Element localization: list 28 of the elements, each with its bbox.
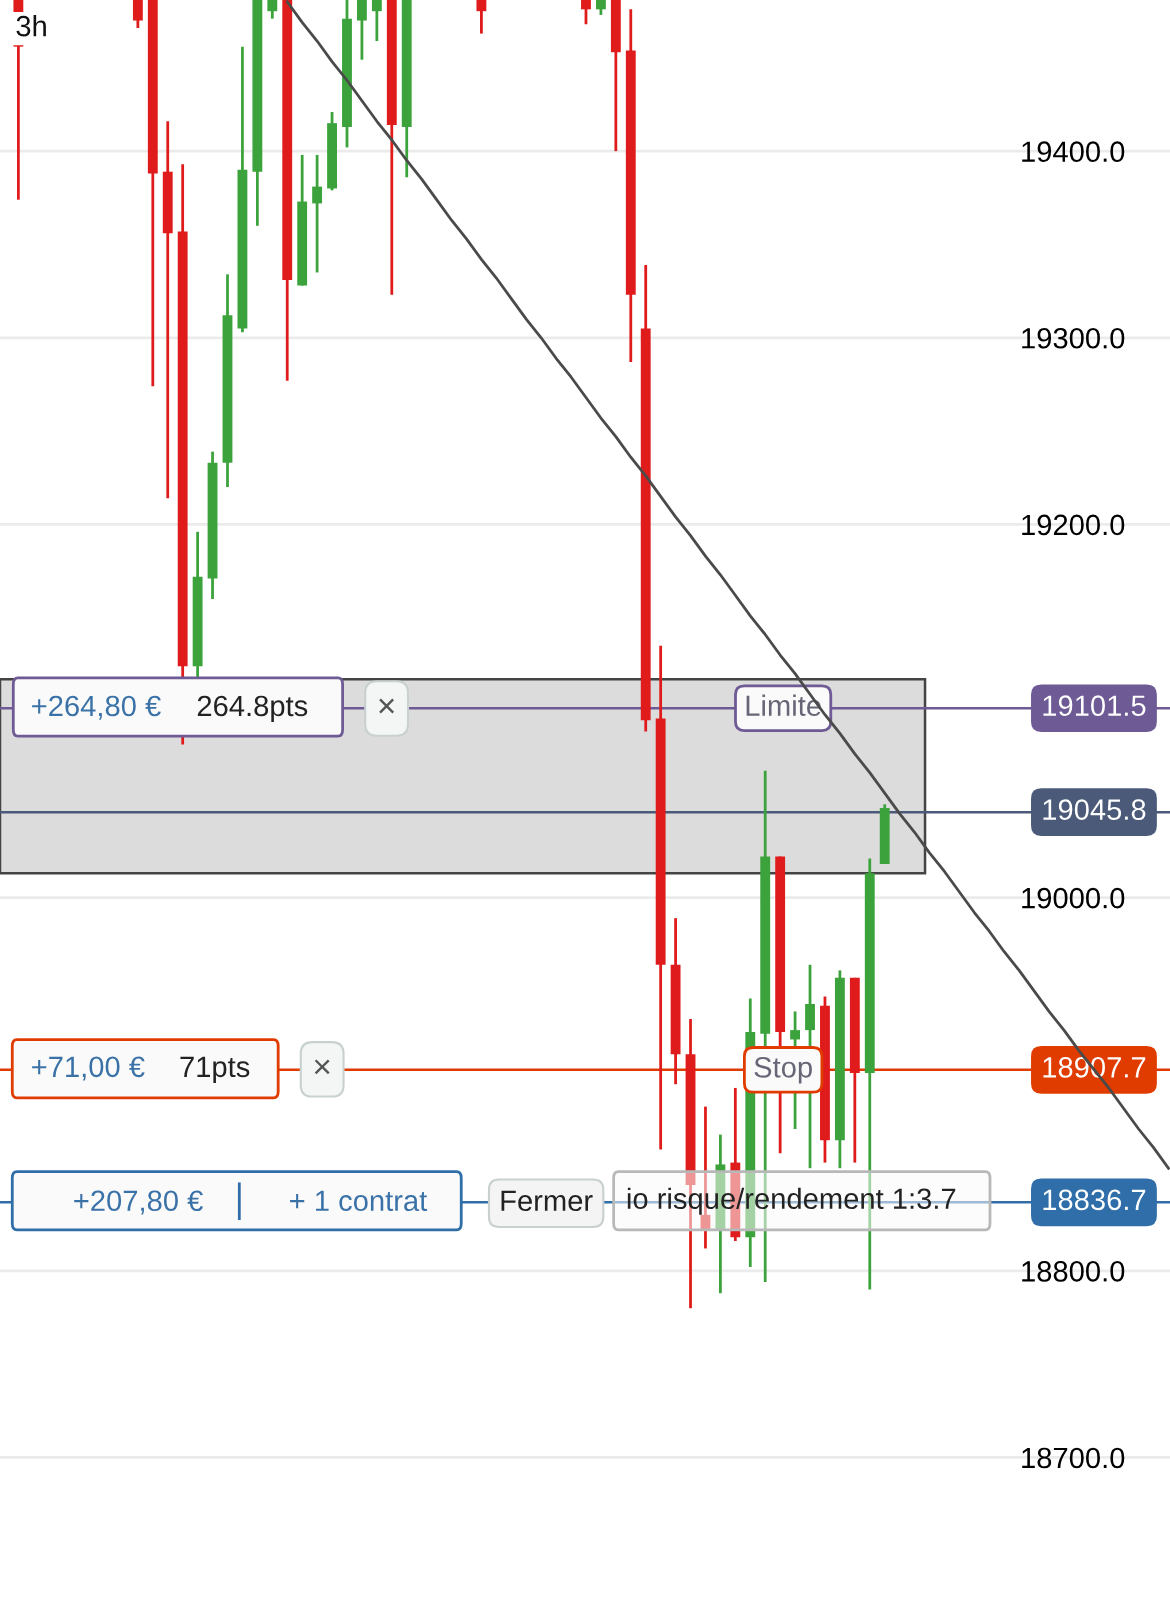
annotation: +264,80 €	[32, 695, 161, 720]
candlestick	[132, 0, 143, 30]
annotation: + 1 contrat	[290, 1190, 428, 1212]
annotation: +71,00 €	[32, 1056, 145, 1081]
y-tick-label: 19000.0	[1022, 887, 1125, 909]
annotation: +207,80 €	[74, 1190, 203, 1215]
y-tick-label: 19300.0	[1022, 327, 1125, 349]
annotation: ×	[379, 698, 395, 714]
y-tick-label: 18800.0	[1022, 1261, 1125, 1282]
y-tick-label: 19200.0	[1022, 514, 1125, 536]
y-tick-label: 18700.0	[1022, 1447, 1125, 1469]
candlestick	[476, 0, 487, 35]
candlestick	[312, 153, 323, 274]
ref-line-label: 19101.5	[1043, 695, 1146, 717]
annotation: 3h	[16, 15, 46, 37]
annotation: Fermer	[501, 1190, 593, 1212]
candlestick	[356, 0, 367, 62]
annotation: Stop	[754, 1057, 812, 1084]
annotation: io risque/rendement 1:3.7	[627, 1187, 956, 1215]
annotation: ×	[314, 1059, 330, 1075]
annotation: 71pts	[180, 1056, 250, 1083]
candlestick	[371, 0, 382, 43]
candlestick	[581, 0, 591, 26]
ref-line-label: 19045.8	[1043, 799, 1146, 820]
candlestick	[267, 0, 278, 21]
y-tick-label: 19400.0	[1022, 141, 1125, 163]
ref-line-label: 18836.7	[1043, 1189, 1146, 1211]
annotation: 264.8pts	[197, 695, 308, 723]
